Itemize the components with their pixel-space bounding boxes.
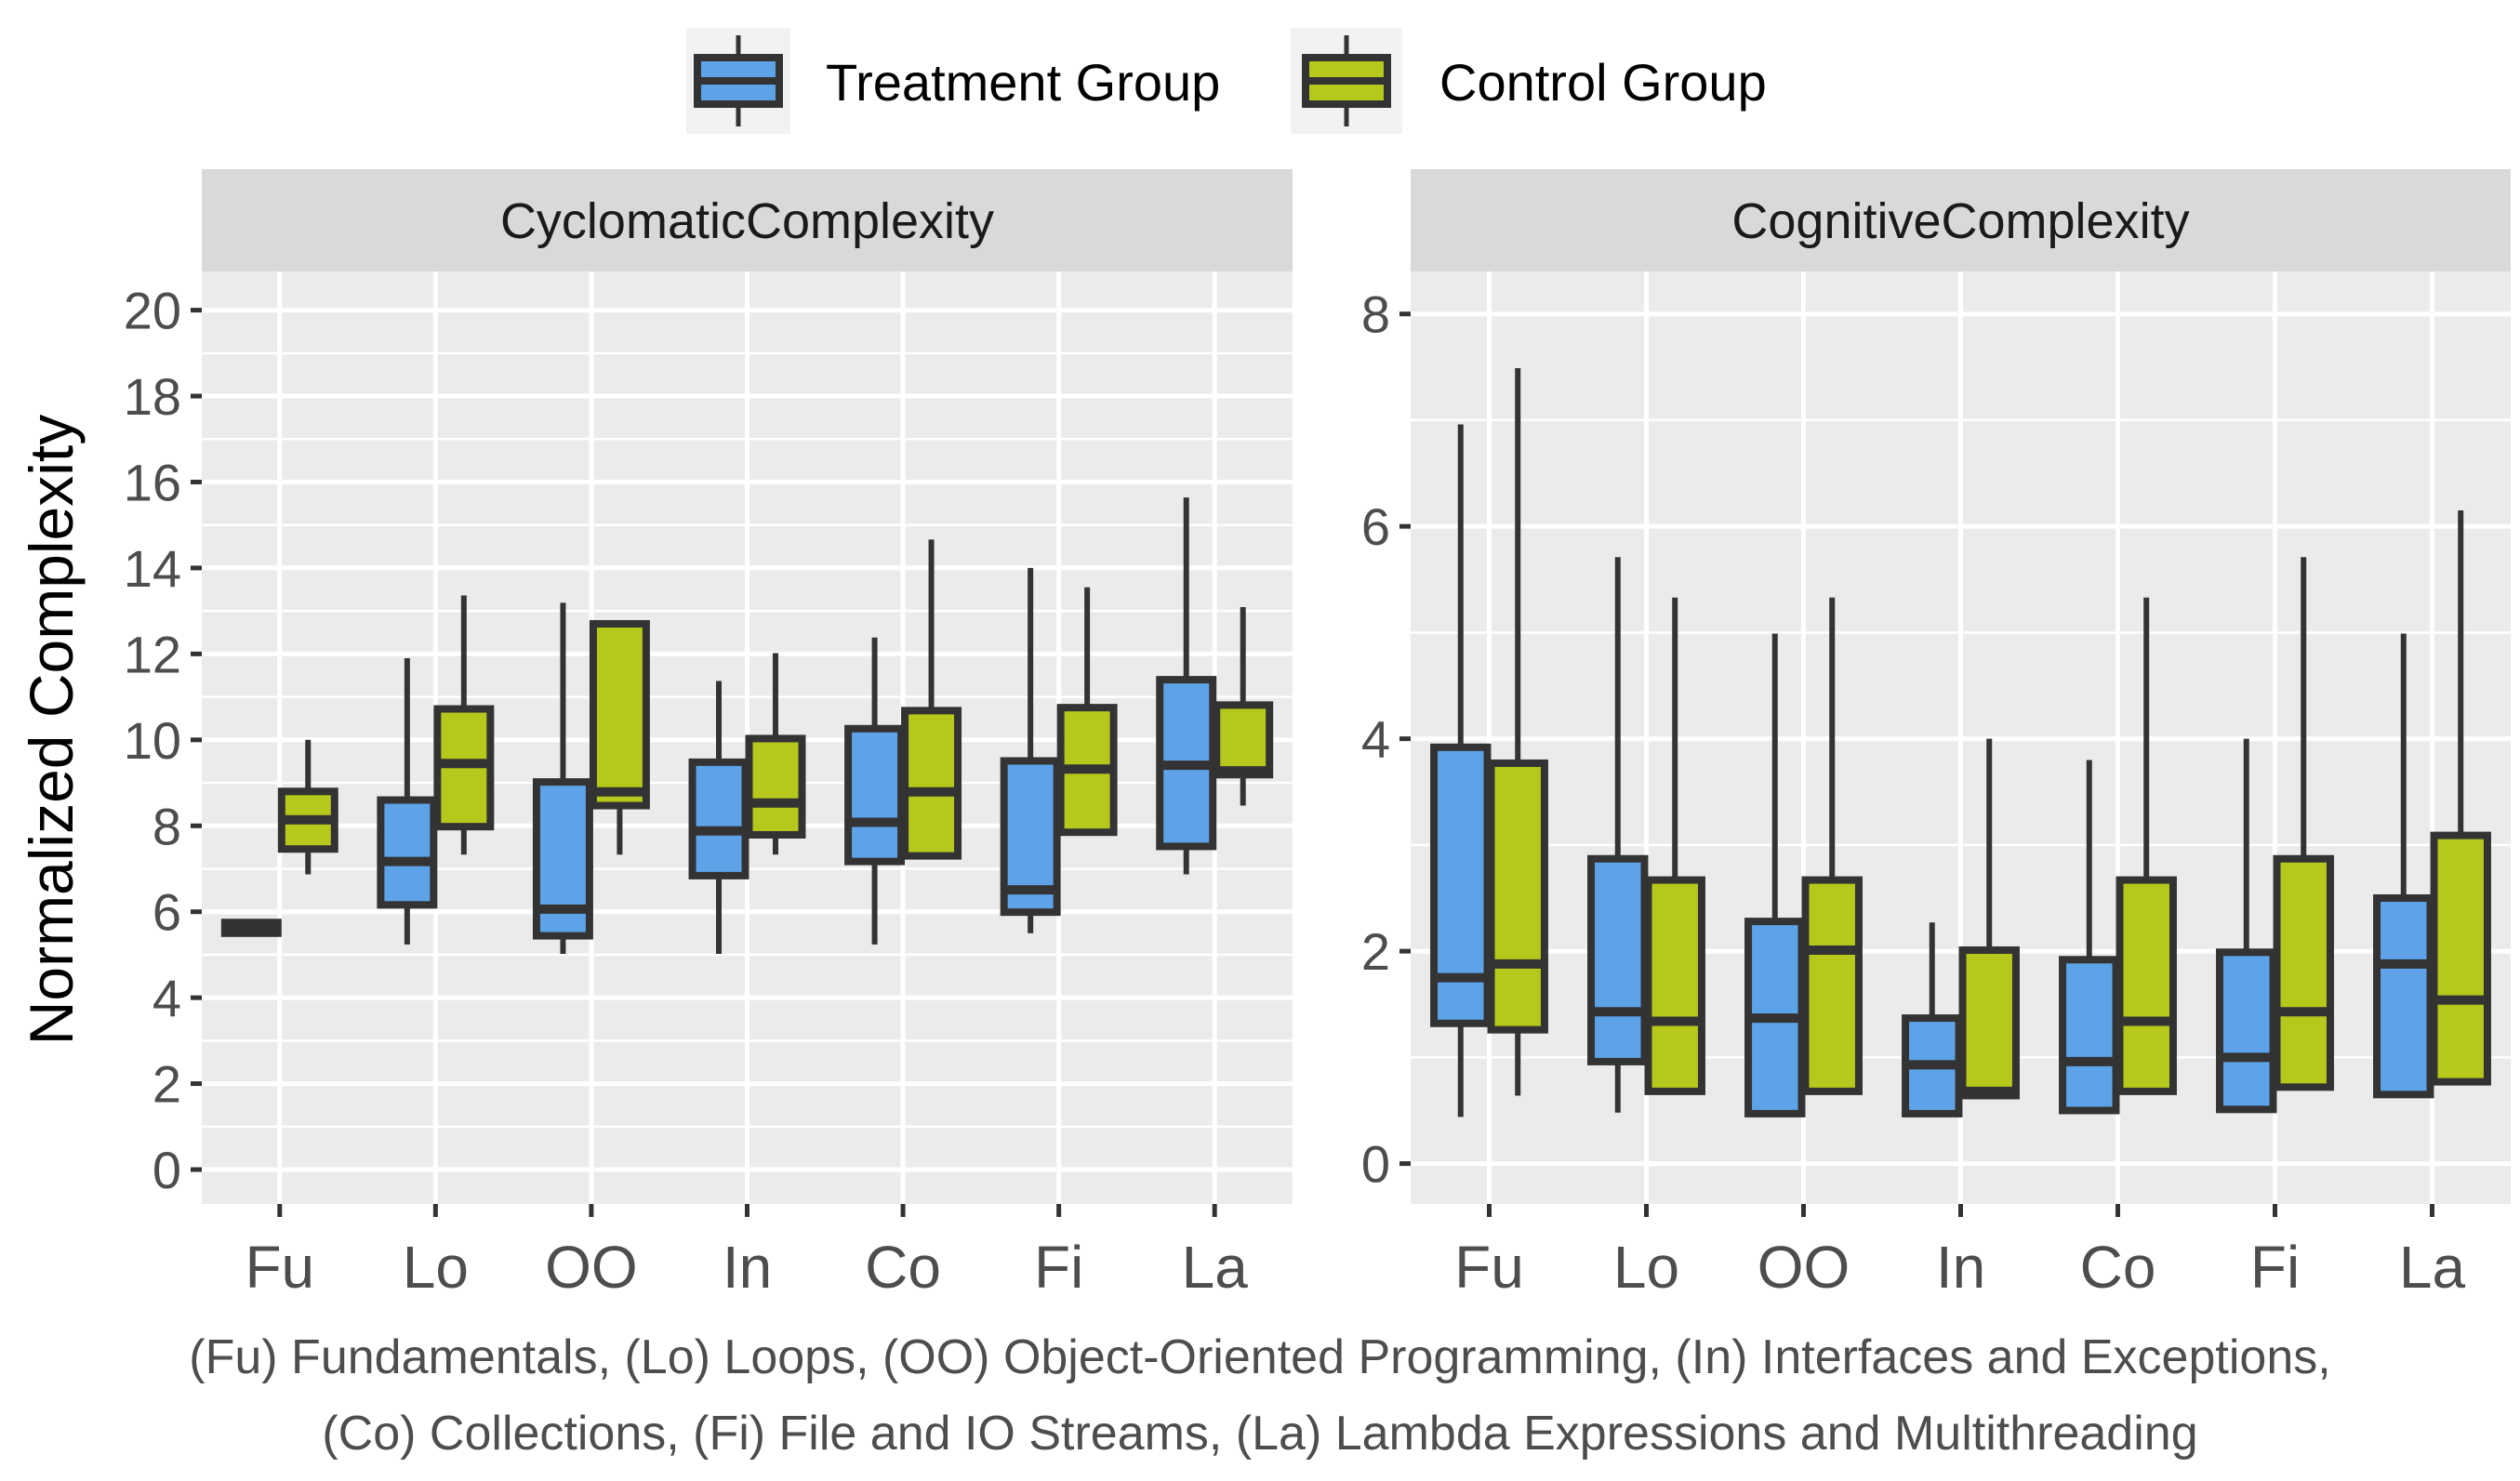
control-box-Lo [1644, 597, 1705, 1095]
y-tick-label: 0 [153, 1141, 181, 1199]
y-tick-label: 20 [124, 282, 181, 340]
box-iqr [2059, 956, 2120, 1115]
x-tick-label: OO [1757, 1234, 1850, 1301]
box-iqr [745, 734, 806, 839]
facet-panel-1: CognitiveComplexity 0 2 4 6 8 Fu Lo OO In Co Fi La [1361, 169, 2511, 1301]
treatment-box-La [1156, 497, 1217, 875]
y-tick-label: 16 [124, 453, 181, 511]
box-iqr [844, 724, 906, 866]
y-tick-label: 2 [1361, 922, 1390, 981]
control-box-Lo [433, 595, 495, 855]
box-iqr [377, 796, 438, 909]
y-tick-label: 4 [153, 969, 181, 1027]
control-box-In [745, 653, 806, 855]
control-box-Fu [1487, 367, 1548, 1096]
legend-item: Control Group [1291, 28, 1767, 134]
treatment-box-OO [532, 602, 593, 954]
box-iqr [2216, 948, 2277, 1114]
control-box-OO [589, 620, 650, 855]
x-tick-label: Lo [403, 1234, 469, 1301]
x-tick-label: In [723, 1234, 772, 1301]
box-iqr [2273, 854, 2334, 1091]
facet-title: CyclomaticComplexity [500, 193, 994, 249]
x-tick-label: Fu [245, 1234, 314, 1301]
x-tick-label: La [2399, 1234, 2466, 1301]
control-box-La [1213, 606, 1274, 806]
box-iqr [1587, 854, 1649, 1065]
control-box-OO [1801, 597, 1863, 1095]
facet-panel-0: CyclomaticComplexity 0 2 4 6 8 10 12 14 16 18 20 Fu L… [124, 169, 1293, 1301]
y-tick-label: 18 [124, 367, 181, 426]
y-tick-label: 2 [153, 1055, 181, 1114]
x-tick-label: Fu [1454, 1234, 1524, 1301]
box-iqr [2373, 893, 2434, 1099]
control-box-In [1958, 738, 2020, 1100]
facet-title: CognitiveComplexity [1731, 193, 2189, 249]
facet-strip [202, 169, 1293, 271]
caption-line-2: (Co) Collections, (Fi) File and IO Strea… [322, 1407, 2198, 1461]
x-tick-label: Co [865, 1234, 941, 1301]
legend-label: Control Group [1439, 53, 1767, 112]
x-tick-label: In [1936, 1234, 1985, 1301]
box-iqr [1801, 876, 1863, 1095]
treatment-box-La [2373, 633, 2434, 1099]
control-box-Co [901, 539, 962, 860]
treatment-box-Fi [1000, 567, 1061, 933]
legend-label: Treatment Group [826, 53, 1220, 112]
x-tick-label: OO [545, 1234, 638, 1301]
y-tick-label: 14 [124, 539, 181, 598]
box-iqr [589, 620, 650, 810]
treatment-box-Fu [1430, 424, 1492, 1117]
treatment-box-Co [2059, 760, 2120, 1115]
treatment-box-Fu [220, 919, 282, 937]
control-box-Fi [2273, 557, 2334, 1091]
legend: Treatment Group Control Group [686, 28, 1767, 134]
x-tick-label: La [1182, 1234, 1249, 1301]
box-iqr [1213, 701, 1274, 779]
treatment-box-Lo [377, 657, 438, 945]
box-iqr [1487, 759, 1548, 1034]
box-iqr [1958, 945, 2020, 1100]
x-tick-label: Fi [1034, 1234, 1083, 1301]
x-tick-label: Co [2080, 1234, 2156, 1301]
control-box-Fu [277, 739, 338, 875]
facet-strip [1411, 169, 2511, 271]
x-tick-label: Lo [1613, 1234, 1679, 1301]
control-box-Co [2115, 597, 2177, 1095]
y-tick-label: 6 [153, 883, 181, 942]
y-tick-label: 10 [124, 711, 181, 770]
box-iqr [901, 707, 962, 860]
box-iqr [1644, 876, 1705, 1095]
caption-line-1: (Fu) Fundamentals, (Lo) Loops, (OO) Obje… [189, 1330, 2331, 1384]
y-tick-label: 12 [124, 625, 181, 683]
x-tick-label: Fi [2250, 1234, 2300, 1301]
box-iqr [688, 758, 749, 879]
y-tick-label: 8 [1361, 285, 1390, 344]
y-tick-label: 0 [1361, 1135, 1390, 1194]
box-iqr [2115, 876, 2177, 1095]
control-box-Fi [1056, 587, 1118, 837]
legend-item: Treatment Group [686, 28, 1220, 134]
control-box-La [2430, 510, 2491, 1086]
y-axis-label: Normalized Complexity [17, 415, 86, 1046]
y-tick-label: 8 [153, 797, 181, 855]
treatment-box-Fi [2216, 738, 2277, 1114]
y-tick-label: 6 [1361, 497, 1390, 556]
y-tick-label: 4 [1361, 710, 1390, 769]
box-iqr [2430, 831, 2491, 1086]
